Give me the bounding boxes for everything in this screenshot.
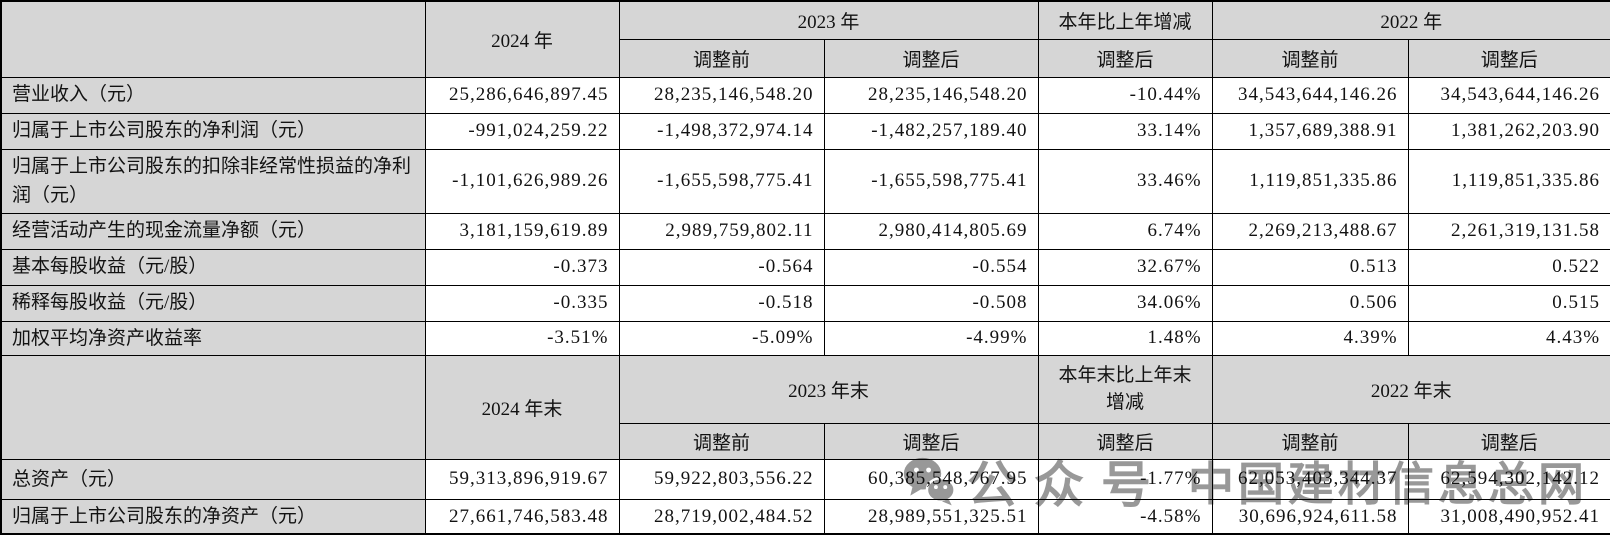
value-cell: -0.518 [618,284,825,322]
col-header-2024-yearend: 2024 年末 [424,354,620,460]
value-cell: -1,655,598,775.41 [618,148,825,214]
value-cell: 30,696,924,611.58 [1211,498,1409,535]
row-label: 基本每股收益（元/股） [0,248,426,286]
value-cell: -1,101,626,989.26 [424,148,620,214]
row-label: 营业收入（元） [0,76,426,114]
value-cell: 25,286,646,897.45 [424,76,620,114]
value-cell: 28,235,146,548.20 [823,76,1039,114]
value-cell: 4.43% [1407,320,1610,356]
value-cell: 2,989,759,802.11 [618,212,825,250]
value-cell: 28,989,551,325.51 [823,498,1039,535]
value-cell: 6.74% [1037,212,1213,250]
subheader-2022ye-before: 调整前 [1211,422,1409,460]
value-cell: 1,381,262,203.90 [1407,112,1610,150]
value-cell: 28,719,002,484.52 [618,498,825,535]
value-cell: 1.48% [1037,320,1213,356]
col-header-change: 本年比上年增减 [1037,0,1213,40]
value-cell: 32.67% [1037,248,1213,286]
row-label: 总资产（元） [0,458,426,500]
table-row: 加权平均净资产收益率 -3.51% -5.09% -4.99% 1.48% 4.… [0,320,1610,356]
subheader-yechange-after: 调整后 [1037,422,1213,460]
table-row: 归属于上市公司股东的净资产（元） 27,661,746,583.48 28,71… [0,498,1610,535]
value-cell: 28,235,146,548.20 [618,76,825,114]
value-cell: 33.14% [1037,112,1213,150]
value-cell: 0.506 [1211,284,1409,322]
table-row: 归属于上市公司股东的扣除非经常性损益的净利润（元） -1,101,626,989… [0,148,1610,214]
value-cell: 27,661,746,583.48 [424,498,620,535]
row-label: 经营活动产生的现金流量净额（元） [0,212,426,250]
row-label: 归属于上市公司股东的净利润（元） [0,112,426,150]
value-cell: 1,357,689,388.91 [1211,112,1409,150]
value-cell: -10.44% [1037,76,1213,114]
value-cell: 59,313,896,919.67 [424,458,620,500]
subheader-2022-before: 调整前 [1211,38,1409,78]
value-cell: 62,594,302,142.12 [1407,458,1610,500]
value-cell: 59,922,803,556.22 [618,458,825,500]
table-row: 总资产（元） 59,313,896,919.67 59,922,803,556.… [0,458,1610,500]
value-cell: 33.46% [1037,148,1213,214]
value-cell: 62,053,403,344.37 [1211,458,1409,500]
subheader-2022-after: 调整后 [1407,38,1610,78]
value-cell: -4.99% [823,320,1039,356]
value-cell: -5.09% [618,320,825,356]
subheader-2023ye-before: 调整前 [618,422,825,460]
value-cell: -991,024,259.22 [424,112,620,150]
col-header-2024: 2024 年 [424,0,620,78]
col-header-2023-yearend: 2023 年末 [618,354,1039,424]
value-cell: 34.06% [1037,284,1213,322]
value-cell: 60,385,548,767.95 [823,458,1039,500]
value-cell: -4.58% [1037,498,1213,535]
value-cell: -1,498,372,974.14 [618,112,825,150]
value-cell: 2,980,414,805.69 [823,212,1039,250]
value-cell: -0.554 [823,248,1039,286]
value-cell: -3.51% [424,320,620,356]
subheader-change-after: 调整后 [1037,38,1213,78]
value-cell: -0.373 [424,248,620,286]
subheader-2022ye-after: 调整后 [1407,422,1610,460]
table-row: 基本每股收益（元/股） -0.373 -0.564 -0.554 32.67% … [0,248,1610,286]
col-header-yearend-change: 本年末比上年末增减 [1037,354,1213,424]
table-row: 经营活动产生的现金流量净额（元） 3,181,159,619.89 2,989,… [0,212,1610,250]
corner-cell-yearend [0,354,426,460]
row-label: 归属于上市公司股东的扣除非经常性损益的净利润（元） [0,148,426,214]
value-cell: 4.39% [1211,320,1409,356]
value-cell: 34,543,644,146.26 [1407,76,1610,114]
value-cell: 2,261,319,131.58 [1407,212,1610,250]
value-cell: 31,008,490,952.41 [1407,498,1610,535]
value-cell: 34,543,644,146.26 [1211,76,1409,114]
table-row: 归属于上市公司股东的净利润（元） -991,024,259.22 -1,498,… [0,112,1610,150]
subheader-2023ye-after: 调整后 [823,422,1039,460]
value-cell: -0.508 [823,284,1039,322]
value-cell: 1,119,851,335.86 [1211,148,1409,214]
subheader-2023-after: 调整后 [823,38,1039,78]
value-cell: -0.564 [618,248,825,286]
value-cell: -1,482,257,189.40 [823,112,1039,150]
row-label: 归属于上市公司股东的净资产（元） [0,498,426,535]
table-row: 营业收入（元） 25,286,646,897.45 28,235,146,548… [0,76,1610,114]
value-cell: -1.77% [1037,458,1213,500]
col-header-2022: 2022 年 [1211,0,1610,40]
value-cell: 0.522 [1407,248,1610,286]
value-cell: 3,181,159,619.89 [424,212,620,250]
value-cell: 1,119,851,335.86 [1407,148,1610,214]
col-header-2023: 2023 年 [618,0,1039,40]
value-cell: -1,655,598,775.41 [823,148,1039,214]
row-label: 稀释每股收益（元/股） [0,284,426,322]
value-cell: 0.515 [1407,284,1610,322]
value-cell: 2,269,213,488.67 [1211,212,1409,250]
corner-cell-annual [0,0,426,78]
value-cell: 0.513 [1211,248,1409,286]
value-cell: -0.335 [424,284,620,322]
row-label: 加权平均净资产收益率 [0,320,426,356]
table-row: 稀释每股收益（元/股） -0.335 -0.518 -0.508 34.06% … [0,284,1610,322]
subheader-2023-before: 调整前 [618,38,825,78]
col-header-2022-yearend: 2022 年末 [1211,354,1610,424]
